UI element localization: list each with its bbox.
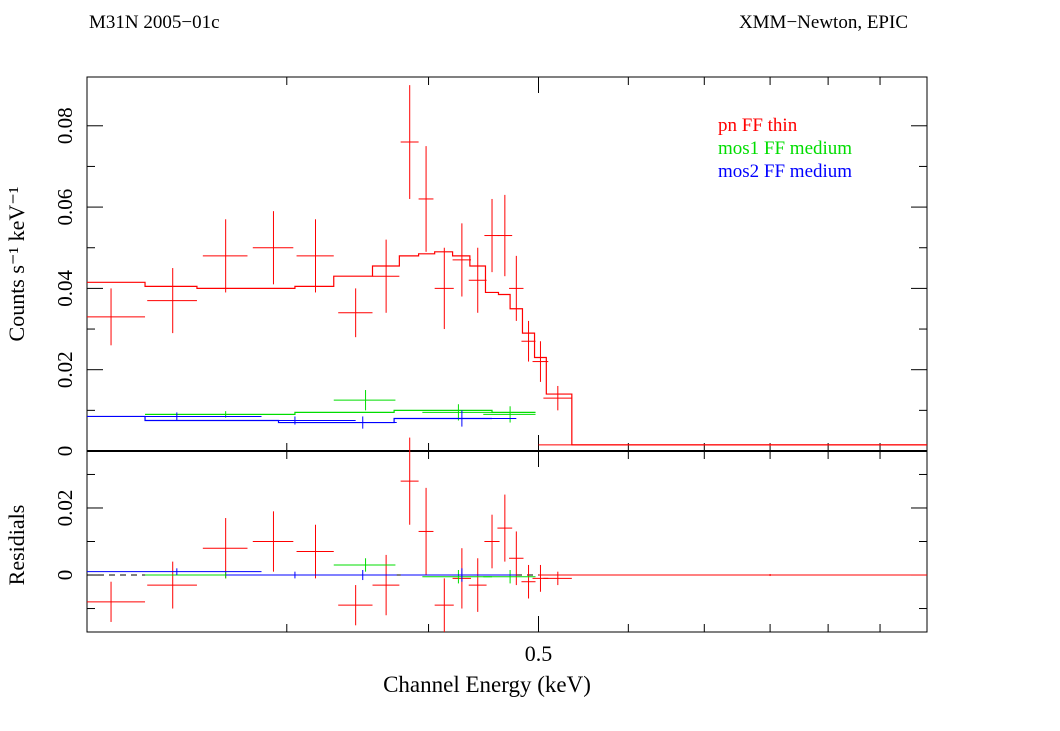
spectrum-y-axis-label: Counts s⁻¹ keV⁻¹ [4,187,29,342]
pn-ff-thin-residual-data-point [434,578,454,632]
residuals-panel-frame [86,450,928,633]
pn-ff-thin-data-point [296,219,334,293]
pn-ff-thin-residual-data-point [147,561,197,609]
mos1-ff-medium-data-point [422,404,493,421]
pn-ff-thin-data-point [147,268,197,334]
pn-ff-thin-residual-data-point [543,571,572,586]
header-instrument: XMM−Newton, EPIC [738,12,908,33]
mos1-ff-medium-residual-data-point [483,569,536,584]
mos2-ff-medium-residual-data-point [87,568,262,576]
pn-ff-thin-data-point [532,341,549,382]
pn-ff-thin-residual-data-point [202,518,248,579]
pn-ff-thin-data-point [484,198,500,273]
pn-ff-thin-model-line [87,251,927,446]
mos2-ff-medium-data-point [400,410,517,427]
pn-ff-thin-data-point [400,85,419,199]
res-y-tick-label: 0.02 [53,490,77,527]
pn-ff-thin-residual-data-point [372,554,400,616]
mos1-ff-medium-residual-data-point [333,558,396,572]
mos1-ff-medium-residual-data-point [422,569,493,584]
pn-ff-thin-data-point [202,219,248,293]
y-tick-label: 0.08 [53,107,77,144]
pn-ff-thin-data-point [87,288,146,346]
pn-ff-thin-data-point [434,247,454,330]
y-tick-label: 0.02 [53,351,77,388]
header-source-name: M31N 2005−01c [89,12,220,33]
pn-ff-thin-data-point [338,288,373,338]
residuals-y-axis-label: Residials [4,505,29,586]
pn-ff-thin-data-point [521,320,536,362]
pn-ff-thin-data-point [418,146,434,252]
pn-ff-thin-data-point [252,211,294,285]
x-axis-label: Channel Energy (keV) [383,672,591,697]
mos2-ff-medium-model-line [87,415,493,424]
pn-ff-thin-residual-data-point [509,531,524,586]
mos1-ff-medium-data-point [483,406,536,423]
pn-ff-thin-data-point [372,239,400,313]
pn-ff-thin-residual-data-point [484,514,500,569]
legend-mos2-ff-medium: mos2 FF medium [718,161,852,182]
pn-ff-thin-residual-data-point [252,511,294,572]
pn-ff-thin-data-point [497,194,513,277]
mos2-ff-medium-data-point [326,416,397,429]
y-tick-label: 0.06 [53,189,77,226]
mos2-ff-medium-residual-data-point [326,569,397,581]
pn-ff-thin-residual-data-point [538,574,927,577]
y-tick-label: 0 [53,446,77,457]
legend-mos1-ff-medium: mos1 FF medium [718,138,852,159]
pn-ff-thin-residual-data-point [87,581,146,622]
mos2-ff-medium-residual-data-point [400,568,517,582]
pn-ff-thin-data-point [468,247,487,313]
mos2-ff-medium-data-point [87,412,262,421]
pn-ff-thin-residual-data-point [296,524,334,579]
mos1-ff-medium-data-point [333,390,396,411]
pn-ff-thin-residual-data-point [418,487,434,576]
res-y-tick-label: 0 [53,570,77,581]
spectrum-panel-frame [86,76,928,452]
pn-ff-thin-data-point [509,255,524,321]
pn-ff-thin-residual-data-point [468,558,487,612]
mos2-ff-medium-data-point [225,416,356,425]
pn-ff-thin-data-point [538,443,927,447]
y-tick-label: 0.04 [53,270,77,307]
pn-ff-thin-residual-data-point [400,437,419,525]
pn-ff-thin-data-point [452,223,472,297]
pn-ff-thin-residual-data-point [521,564,536,599]
pn-ff-thin-residual-data-point [497,494,513,562]
pn-ff-thin-data-point [543,385,572,411]
x-tick-label: 0.5 [525,641,553,666]
pn-ff-thin-residual-data-point [338,585,373,626]
legend-pn-ff-thin: pn FF thin [718,115,798,136]
